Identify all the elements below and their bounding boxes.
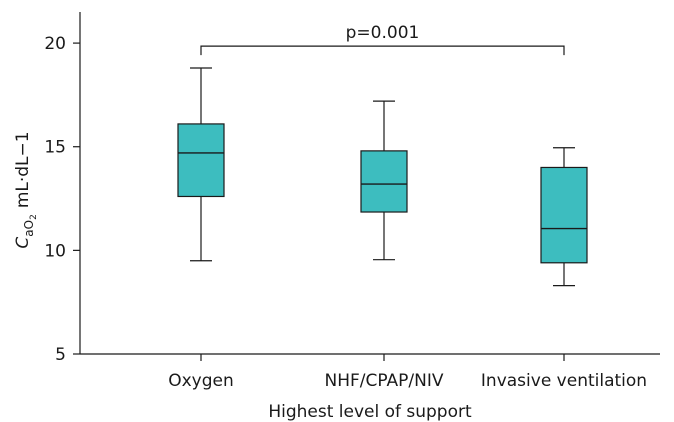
y-tick-label: 20	[44, 34, 66, 54]
x-axis-title: Highest level of support	[268, 402, 472, 422]
box-1	[177, 67, 225, 262]
y-tick-label: 15	[44, 138, 66, 158]
y-ticks: 5 10 15 20	[44, 34, 80, 365]
y-tick-label: 10	[44, 241, 66, 261]
significance-annotation: p=0.001	[200, 23, 565, 56]
boxes	[177, 67, 588, 287]
x-tick-label: NHF/CPAP/NIV	[324, 371, 443, 391]
p-value-label: p=0.001	[346, 23, 420, 43]
x-ticks: Oxygen NHF/CPAP/NIV Invasive ventilation	[168, 354, 647, 391]
iqr-box	[360, 150, 408, 213]
y-axis-sub1: aO	[22, 220, 36, 237]
y-axis-units: mL·dL−1	[13, 131, 33, 208]
y-axis-title: CaO2 mL·dL−1	[13, 131, 39, 248]
x-tick-label: Invasive ventilation	[481, 371, 647, 391]
y-tick-label: 5	[55, 345, 66, 365]
box-2	[360, 100, 408, 261]
y-axis-symbol: C	[13, 237, 33, 249]
box-3	[540, 147, 588, 287]
iqr-box	[540, 166, 588, 264]
x-tick-label: Oxygen	[168, 371, 234, 391]
y-axis-sub2: 2	[29, 214, 39, 220]
iqr-box	[177, 123, 225, 198]
significance-bracket	[200, 45, 565, 56]
